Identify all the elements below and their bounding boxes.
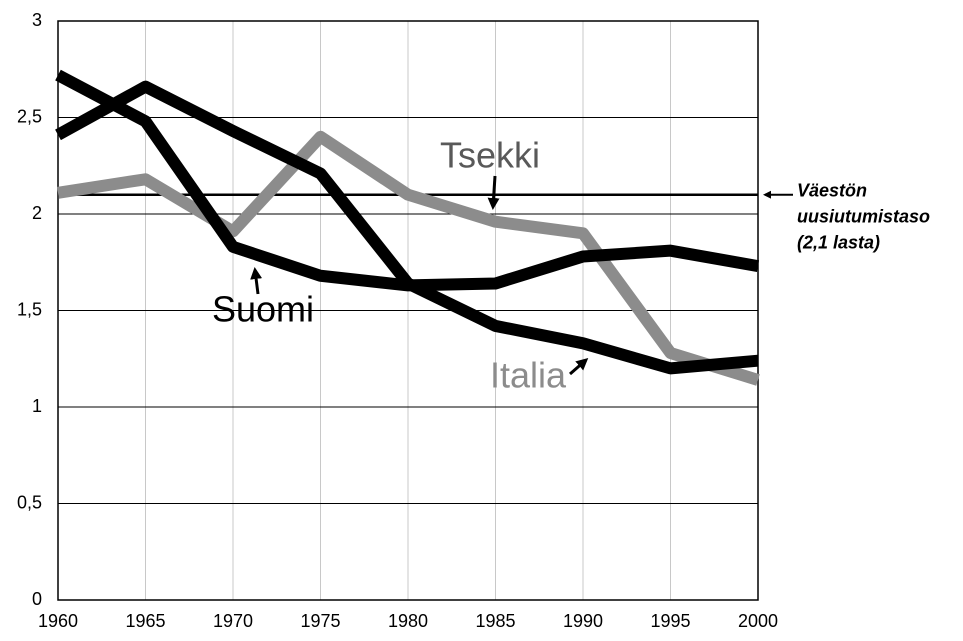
reference-label: (2,1 lasta) (797, 232, 880, 252)
label-arrow (250, 267, 263, 295)
y-tick-label: 0 (32, 589, 42, 609)
label-arrow (487, 175, 500, 210)
series-line (55, 80, 759, 375)
series-label: Italia (490, 355, 567, 396)
reference-label: uusiutumistaso (797, 206, 930, 226)
series-label: Tsekki (440, 135, 540, 176)
x-tick-label: 1995 (650, 611, 690, 631)
x-tick-label: 1985 (475, 611, 515, 631)
plot-frame (57, 20, 759, 601)
x-tick-label: 1990 (563, 611, 603, 631)
x-tick-label: 1965 (125, 611, 165, 631)
x-tick-label: 1975 (300, 611, 340, 631)
y-tick-label: 3 (32, 10, 42, 30)
y-tick-label: 2 (32, 203, 42, 223)
x-tick-label: 1970 (213, 611, 253, 631)
x-tick-label: 1960 (38, 611, 78, 631)
x-tick-label: 2000 (738, 611, 778, 631)
series-label: Suomi (212, 289, 314, 330)
label-arrow (569, 358, 589, 376)
y-tick-label: 1 (32, 396, 42, 416)
y-tick-label: 2,5 (17, 106, 42, 126)
x-tick-label: 1980 (388, 611, 428, 631)
y-tick-label: 1,5 (17, 299, 42, 319)
y-tick-label: 0,5 (17, 492, 42, 512)
series-line (57, 130, 760, 386)
reference-label: Väestön (797, 180, 867, 200)
